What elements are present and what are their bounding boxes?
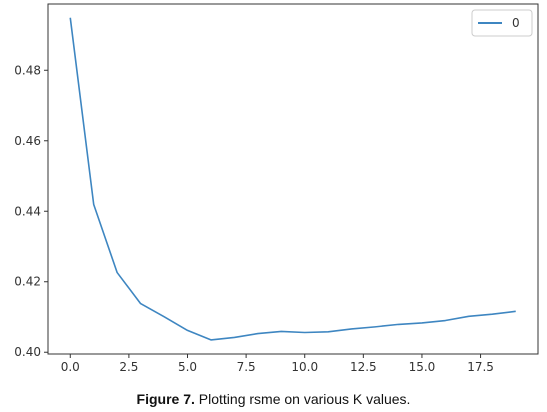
series-layer (69, 17, 516, 341)
y-tick-label: 0.46 (14, 134, 41, 148)
plot-area (47, 3, 539, 355)
caption-prefix: Figure 7. (136, 391, 195, 407)
x-tick-label: 10.0 (291, 360, 318, 374)
caption-text: Plotting rsme on various K values. (194, 391, 411, 407)
x-tick-label: 15.0 (409, 360, 436, 374)
legend-label: 0 (512, 16, 520, 30)
y-tick-label: 0.48 (14, 63, 41, 77)
figure-caption: Figure 7. Plotting rsme on various K val… (0, 391, 547, 407)
y-tick-label: 0.40 (14, 345, 41, 359)
x-tick-label: 0.0 (61, 360, 80, 374)
x-tick-label: 5.0 (178, 360, 197, 374)
series-line (69, 17, 516, 341)
x-tick-label: 17.5 (467, 360, 494, 374)
x-tick-label: 2.5 (119, 360, 138, 374)
legend: 0 (471, 9, 533, 37)
y-axis: 0.40 0.42 0.44 0.46 0.48 (14, 63, 48, 359)
y-tick-label: 0.42 (14, 275, 41, 289)
y-tick-label: 0.44 (14, 204, 41, 218)
x-axis: 0.0 2.5 5.0 7.5 10.0 12.5 15.0 17.5 (61, 354, 494, 374)
line-chart: 0.0 2.5 5.0 7.5 10.0 12.5 15.0 17.5 0.400.420.4… (14, 3, 539, 374)
x-tick-label: 7.5 (237, 360, 256, 374)
x-tick-label: 12.5 (350, 360, 377, 374)
